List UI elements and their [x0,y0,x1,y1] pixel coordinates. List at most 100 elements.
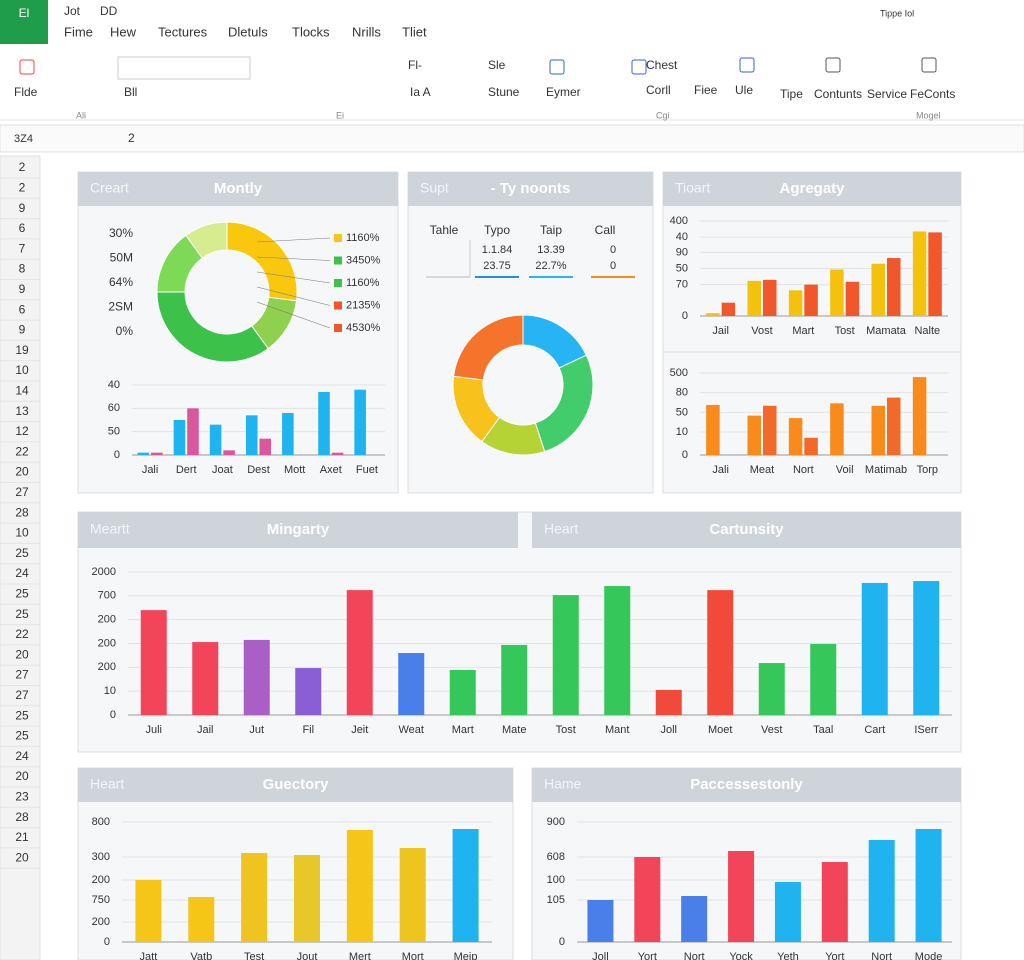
y-tick-label: 0 [114,449,120,461]
y-tick-label: 900 [547,816,565,828]
y-tick-label: 750 [92,894,110,906]
ribbon-icon [631,59,647,75]
y-tick-label: 0 [110,709,116,721]
bar [915,829,942,942]
quick-access[interactable]: DD [100,4,118,18]
leader-line [256,271,331,284]
quick-access[interactable]: Jot [64,4,81,18]
bar [241,853,268,942]
row-number: 27 [15,485,29,499]
menu-item[interactable]: Nrills [352,24,381,39]
menu-item[interactable]: Tectures [158,24,208,39]
menu-item[interactable]: Tlocks [292,24,330,39]
ribbon-button[interactable]: Eymer [546,85,581,99]
panel-label: Tioart [675,180,710,196]
row-number: 20 [15,647,29,661]
row-number: 2 [19,160,26,174]
legend-label: 1160% [346,277,380,289]
x-tick-label: Jail [197,724,214,736]
x-tick-label: Juli [145,724,162,736]
x-tick-label: Dert [176,464,197,476]
ribbon-button[interactable]: Corll [646,83,671,97]
menu-item[interactable]: Hew [110,24,137,39]
app-logo[interactable] [0,0,48,44]
ribbon-button[interactable]: Tipe [780,87,803,101]
formula[interactable]: 2 [128,131,135,145]
bar [821,862,848,942]
row-number: 6 [19,221,26,235]
y-tick-label: 100 [547,874,565,886]
bar [763,405,777,455]
bar [728,851,755,942]
bar [209,424,222,455]
row-number: 12 [15,424,29,438]
y-tick-label: 0 [682,449,688,461]
bar [721,302,736,316]
bar [243,639,270,715]
bar [912,377,927,455]
font-box[interactable] [117,56,251,80]
ribbon-button[interactable]: Stune [488,85,520,99]
y-tick-label: 90 [676,246,688,258]
x-tick-label: Mant [605,724,629,736]
name-box[interactable]: 3Z4 [14,133,33,145]
bar [192,642,219,715]
ribbon-button[interactable]: Service [867,87,907,101]
x-tick-label: Cart [864,724,885,736]
ribbon-button[interactable]: Fl- [408,58,422,72]
x-tick-label: Tost [835,325,855,337]
menu-item[interactable]: Dletuls [228,24,268,39]
bar [928,232,942,316]
panel-title: - Ty noonts [491,180,571,197]
y-tick-label: 200 [98,661,116,673]
ribbon-button[interactable]: Bll [124,85,137,99]
bar [804,437,818,455]
ribbon-button[interactable]: Fiee [694,83,718,97]
bar [346,590,373,715]
bar [887,258,901,316]
bar [763,279,777,316]
bar [830,403,844,455]
ribbon-button[interactable]: Flde [14,85,38,99]
x-tick-label: Mart [452,724,474,736]
menu-item[interactable]: Fime [64,24,93,39]
x-tick-label: Yort [825,951,844,960]
x-tick-label: Yort [638,951,657,960]
bar [173,420,186,455]
panel-title: Guectory [263,776,330,793]
bar [810,643,837,715]
bar [140,610,167,715]
panel-label: Supt [420,180,449,196]
ribbon-button[interactable]: FeConts [910,87,955,101]
y-tick-label: 800 [92,816,110,828]
row-number: 24 [15,566,29,580]
row-number: 9 [19,201,26,215]
ribbon-button[interactable]: Chest [646,58,678,72]
bar [449,669,476,715]
ribbon-group-label: Ei [336,110,344,120]
y-tick-label: 80 [676,387,688,399]
menu-item[interactable]: Tliet [402,24,427,39]
bar [604,586,631,715]
bar [331,452,344,455]
ribbon-button[interactable]: Ia A [410,85,431,99]
bar [295,668,322,715]
row-number: 8 [19,262,26,276]
bar [871,405,885,455]
ribbon-button[interactable]: Sle [488,58,506,72]
x-tick-label: Moet [708,724,732,736]
panel-title: Cartunsity [709,521,784,538]
row-number: 2 [19,180,26,194]
bar [868,840,895,942]
leader-line [256,301,331,329]
bar [861,582,888,715]
y-tick-label: 50 [676,406,688,418]
panel-header [78,768,513,802]
x-tick-label: Mert [349,951,371,960]
ribbon-button[interactable]: Contunts [814,87,862,101]
account[interactable]: Tippe Iol [880,8,914,18]
y-tick-label: 0 [559,936,565,948]
panel-label: Creart [90,180,129,196]
ribbon-button[interactable]: Ule [735,83,753,97]
bar [804,284,818,316]
